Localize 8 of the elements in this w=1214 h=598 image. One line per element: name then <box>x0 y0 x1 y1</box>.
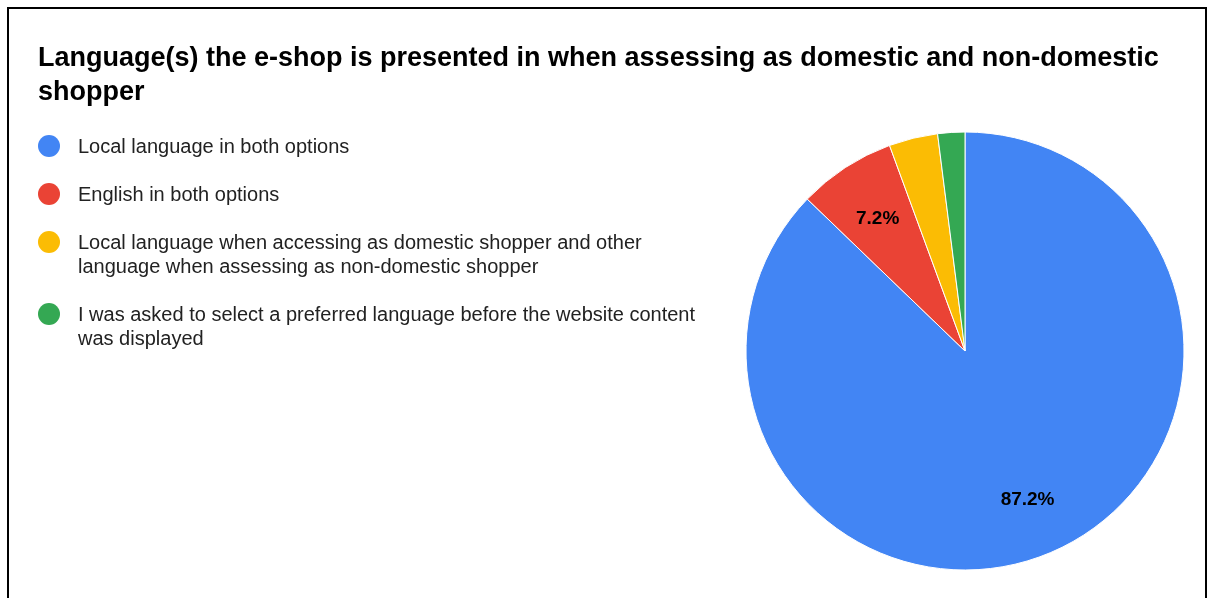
legend-label: Local language in both options <box>78 135 350 157</box>
data-label: 7.2% <box>855 206 900 228</box>
data-label: 87.2% <box>1000 487 1055 509</box>
legend-label: English in both options <box>78 183 280 205</box>
legend-label: Local language when accessing as domestic shopper and other language when assessing as non-domestic shopper <box>78 231 643 277</box>
legend-label: I was asked to select a preferred language before the website content was displayed <box>77 303 696 349</box>
pie-slice <box>745 131 1185 571</box>
chart-title: Language(s) the e-shop is presented in when assessing as domestic and non-domestic shopper <box>38 42 1159 106</box>
